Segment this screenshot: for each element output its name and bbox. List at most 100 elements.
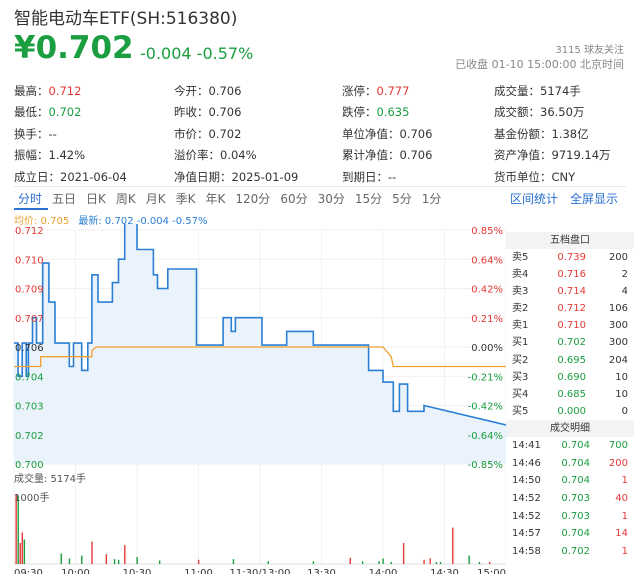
stat-label: 最低： xyxy=(14,105,49,120)
y-price-label: 0.703 xyxy=(15,402,44,413)
order-book-label: 卖1 xyxy=(512,320,529,332)
trade-row: 14:57 0.704 14 xyxy=(506,525,634,543)
tab-period[interactable]: 分时 xyxy=(14,188,49,210)
tab-period[interactable]: 季K xyxy=(175,192,196,206)
volume-label: 成交量: 5174手 xyxy=(14,474,86,485)
order-book-vol: 10 xyxy=(615,371,628,383)
volume-bar xyxy=(361,561,364,564)
trade-vol: 40 xyxy=(615,493,628,504)
x-time-label: 09:30 xyxy=(14,568,43,574)
order-book-row: 买2 0.695 204 xyxy=(506,352,634,369)
stat-value: 0.706 xyxy=(399,148,433,163)
trade-time: 14:58 xyxy=(512,546,541,558)
order-book-row: 买3 0.690 10 xyxy=(506,369,634,386)
order-book-price: 0.690 xyxy=(557,371,586,383)
stat-label: 最高： xyxy=(14,83,49,98)
volume-bar xyxy=(439,561,442,564)
stat-value: 36.50万 xyxy=(540,105,585,120)
order-book-vol: 2 xyxy=(621,269,628,281)
stat-item: 到期日：-- xyxy=(342,169,494,185)
volume-bar xyxy=(382,558,384,564)
order-book-label: 买3 xyxy=(512,371,529,383)
y-price-label: 0.702 xyxy=(15,431,44,442)
volume-bar xyxy=(197,559,200,564)
volume-bar xyxy=(489,561,491,564)
volume-bar xyxy=(378,561,380,564)
stat-item: 跌停：0.635 xyxy=(342,104,494,120)
stat-item: 振幅：1.42% xyxy=(14,147,174,163)
fullscreen-link[interactable]: 全屏显示 xyxy=(570,192,619,206)
x-time-label: 13:30 xyxy=(307,568,336,574)
stat-label: 昨收： xyxy=(174,105,209,120)
volume-bar xyxy=(105,554,108,564)
stat-label: 到期日： xyxy=(342,169,388,184)
stat-label: 成交额： xyxy=(494,105,540,120)
volume-bar xyxy=(68,558,71,564)
x-time-label: 15:00 xyxy=(477,568,506,574)
volume-bar xyxy=(15,494,17,564)
trade-price: 0.704 xyxy=(561,457,590,469)
tab-period[interactable]: 15分 xyxy=(354,192,383,206)
tab-period[interactable]: 60分 xyxy=(280,192,308,206)
stat-value: 0.706 xyxy=(208,83,242,98)
y-pct-label: 0.00% xyxy=(471,343,503,354)
tab-period[interactable]: 120分 xyxy=(235,192,271,206)
order-book-price: 0.000 xyxy=(557,405,586,417)
x-time-label: 10:00 xyxy=(61,568,90,574)
y-pct-label: -0.42% xyxy=(468,402,503,413)
stat-item: 累计净值：0.706 xyxy=(342,147,494,163)
order-book-row: 卖2 0.712 106 xyxy=(506,300,634,317)
order-book-price: 0.685 xyxy=(557,388,586,400)
order-book-price: 0.712 xyxy=(557,303,586,315)
tab-period[interactable]: 月K xyxy=(145,192,166,206)
trade-price: 0.704 xyxy=(561,475,590,487)
trade-row: 14:52 0.703 1 xyxy=(506,508,634,526)
tab-period[interactable]: 周K xyxy=(115,192,136,206)
y-pct-label: 0.21% xyxy=(471,314,503,325)
volume-bar xyxy=(158,560,161,564)
followers-count[interactable]: 3115 球友关注 xyxy=(555,45,624,56)
volume-bar xyxy=(60,553,62,564)
stat-label: 资产净值： xyxy=(494,148,552,163)
volume-bar xyxy=(435,561,438,564)
order-book-price: 0.716 xyxy=(557,269,586,281)
order-book-label: 买1 xyxy=(512,337,529,349)
order-book-label: 卖4 xyxy=(512,269,529,281)
stat-value: CNY xyxy=(551,169,576,184)
stat-item: 资产净值：9719.14万 xyxy=(494,147,626,163)
stat-value: 0.04% xyxy=(220,148,257,163)
tab-period[interactable]: 年K xyxy=(205,192,226,206)
stat-value: 2025-01-09 xyxy=(231,169,299,184)
stat-item: 成交额：36.50万 xyxy=(494,104,626,120)
tab-period[interactable]: 1分 xyxy=(421,192,442,206)
volume-bar xyxy=(136,557,138,564)
stat-value: 1.38亿 xyxy=(551,126,589,141)
range-stats-link[interactable]: 区间统计 xyxy=(510,192,559,206)
trade-time: 14:52 xyxy=(512,493,541,504)
y-pct-label: -0.21% xyxy=(468,372,503,383)
stat-item: 净值日期：2025-01-09 xyxy=(174,169,342,185)
trade-vol: 14 xyxy=(615,528,628,540)
tab-period[interactable]: 30分 xyxy=(317,192,345,206)
order-book-vol: 300 xyxy=(608,337,628,349)
trade-vol: 700 xyxy=(608,439,628,451)
order-book-vol: 300 xyxy=(608,320,628,332)
volume-bar xyxy=(390,561,392,564)
volume-bar xyxy=(349,557,351,564)
stat-item: 成立日：2021-06-04 xyxy=(14,169,174,185)
tab-period[interactable]: 日K xyxy=(86,192,106,206)
intraday-chart[interactable]: 0.712 0.710 0.709 0.707 0.706 0.704 0.703 0.702… xyxy=(0,224,506,574)
y-price-label: 0.704 xyxy=(15,372,44,383)
volume-bar xyxy=(19,543,21,564)
stat-value: 0.777 xyxy=(376,83,410,98)
stat-value: 0.706 xyxy=(399,126,433,141)
y-pct-label: -0.64% xyxy=(468,431,503,442)
trades-title: 成交明细 xyxy=(506,419,634,437)
tab-period[interactable]: 五日 xyxy=(52,192,77,206)
stat-value: -- xyxy=(48,126,57,141)
order-book-vol: 204 xyxy=(608,354,628,366)
trade-price: 0.704 xyxy=(561,528,590,540)
order-book-label: 买5 xyxy=(512,405,529,417)
tab-period[interactable]: 5分 xyxy=(392,192,412,206)
y-price-label: 0.706 xyxy=(15,343,44,354)
